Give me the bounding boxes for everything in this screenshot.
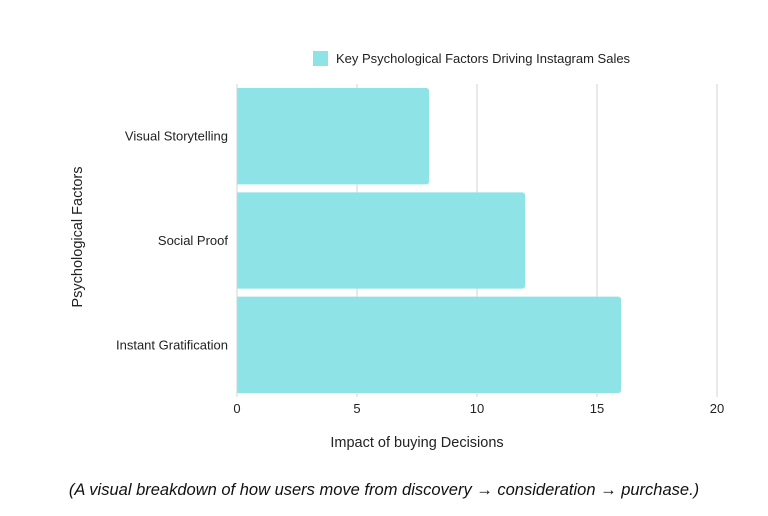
y-tick-label: Instant Gratification [116, 337, 228, 352]
bar-social-proof [237, 192, 525, 289]
legend: Key Psychological Factors Driving Instag… [313, 51, 631, 66]
x-tick-label: 15 [590, 401, 604, 416]
legend-label: Key Psychological Factors Driving Instag… [336, 51, 631, 66]
x-axis-title: Impact of buying Decisions [330, 435, 503, 451]
y-tick-label: Visual Storytelling [125, 129, 228, 144]
bar-visual-storytelling [237, 88, 429, 185]
x-tick-label: 20 [710, 401, 724, 416]
x-tick-label: 10 [470, 401, 484, 416]
axes: 0 5 10 15 20 Visual Storytelling Social Proof I… [116, 84, 724, 416]
legend-swatch [313, 51, 328, 66]
bars [237, 88, 621, 393]
y-tick-label: Social Proof [158, 233, 228, 248]
x-tick-label: 0 [233, 401, 240, 416]
chart-caption: (A visual breakdown of how users move fr… [68, 481, 700, 499]
bar-instant-gratification [237, 296, 621, 393]
x-tick-label: 5 [353, 401, 360, 416]
bar-chart: 0 5 10 15 20 Visual Storytelling Social Proof I… [70, 51, 724, 451]
y-axis-title: Psychological Factors [70, 166, 86, 307]
